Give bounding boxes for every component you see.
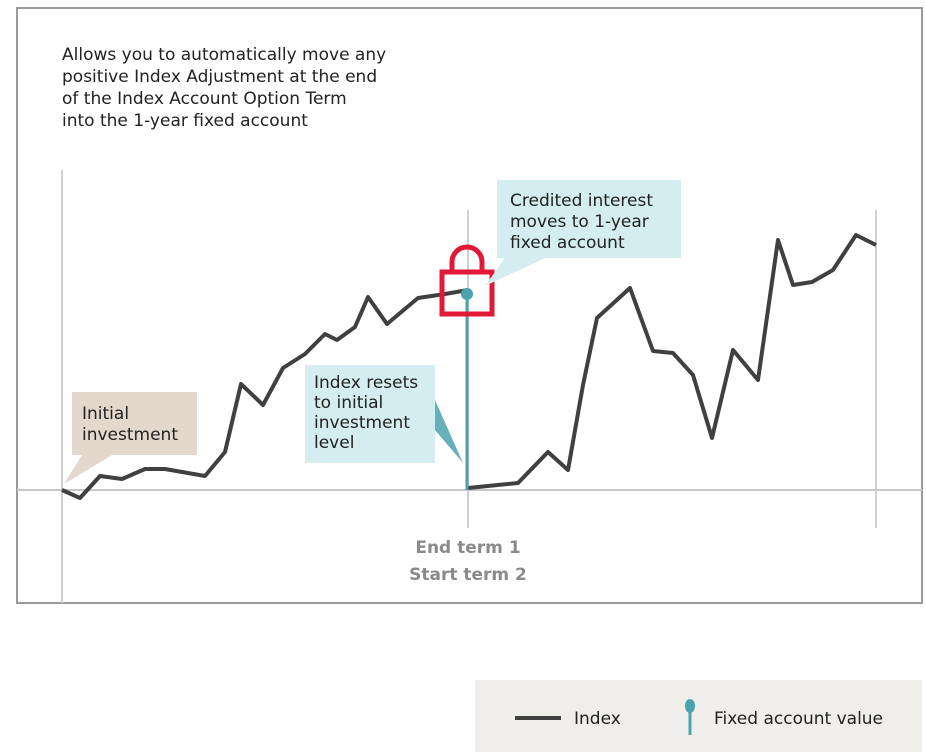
callout-line: Initial [82, 404, 129, 424]
legend-label: Index [574, 709, 621, 729]
callout-line: to initial [314, 393, 383, 413]
callout-text: Initial investment [82, 404, 178, 445]
callout-tail [485, 258, 545, 286]
callout-line: Index resets [314, 373, 418, 393]
callout-text: Index resets to initial investment level [314, 373, 424, 453]
lock-shackle [449, 244, 485, 272]
callout-line: fixed account [510, 233, 625, 253]
callout-line: investment [82, 425, 178, 445]
description-line: of the Index Account Option Term [62, 89, 347, 109]
index-line [467, 233, 877, 490]
callout-tail [64, 455, 112, 484]
callout-tail [435, 400, 463, 463]
callout-line: level [314, 433, 354, 453]
callout-line: Credited interest [510, 191, 653, 211]
index-line [61, 288, 469, 500]
callout-line: investment [314, 413, 410, 433]
callout-text: Credited interest moves to 1-year fixed … [510, 191, 658, 253]
callout-line: moves to 1-year [510, 212, 649, 232]
description-line: into the 1-year fixed account [62, 111, 308, 131]
term-label: Start term 2 [409, 565, 527, 585]
callout-credited [497, 180, 681, 258]
legend-label: Fixed account value [714, 709, 883, 729]
callout-reset [305, 365, 435, 463]
term-label: End term 1 [415, 538, 520, 558]
description-line: positive Index Adjustment at the end [62, 67, 377, 87]
lock-body [439, 269, 495, 317]
description-line: Allows you to automatically move any [62, 45, 386, 65]
legend-swatch [685, 699, 695, 713]
description: Allows you to automatically move any pos… [62, 45, 392, 131]
callout-initial [72, 392, 197, 455]
frame [16, 7, 923, 604]
fixed-pin-head [461, 288, 473, 300]
